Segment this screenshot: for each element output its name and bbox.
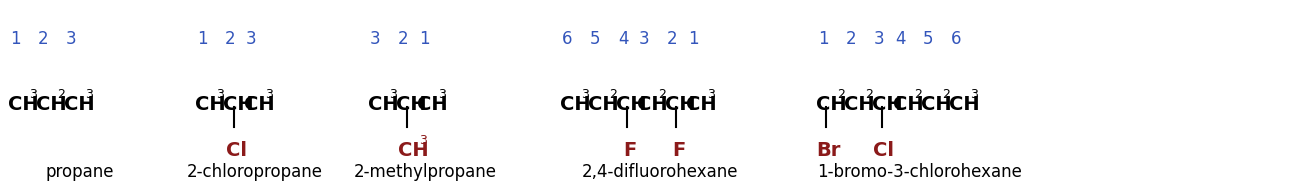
Text: CH: CH [417,95,447,114]
Text: CH: CH [666,95,696,114]
Text: 6: 6 [952,30,962,48]
Text: Cl: Cl [226,141,247,160]
Text: 2-methylpropane: 2-methylpropane [354,163,497,181]
Text: CH: CH [560,95,590,114]
Text: 2-chloropropane: 2-chloropropane [187,163,322,181]
Text: 2: 2 [57,88,65,101]
Text: 2: 2 [914,88,922,101]
Text: CH: CH [872,95,902,114]
Text: 5: 5 [590,30,601,48]
Text: 1: 1 [688,30,698,48]
Text: CH: CH [844,95,875,114]
Text: 2,4-difluorohexane: 2,4-difluorohexane [582,163,738,181]
Text: 3: 3 [640,30,650,48]
Text: CH: CH [244,95,274,114]
Text: 1: 1 [818,30,828,48]
Text: 3: 3 [707,88,715,101]
Text: 1: 1 [10,30,21,48]
Text: 3: 3 [265,88,273,101]
Text: 3: 3 [419,134,426,147]
Text: 3: 3 [581,88,589,101]
Text: 3: 3 [29,88,36,101]
Text: CH: CH [686,95,716,114]
Text: CH: CH [195,95,226,114]
Text: 2: 2 [942,88,950,101]
Text: 1: 1 [198,30,208,48]
Text: 3: 3 [389,88,396,101]
Text: Cl: Cl [874,141,894,160]
Text: F: F [623,141,636,160]
Text: 3: 3 [874,30,884,48]
Text: CH: CH [588,95,619,114]
Text: 2: 2 [658,88,666,101]
Text: 3: 3 [246,30,256,48]
Text: 2: 2 [864,88,872,101]
Text: CH: CH [398,141,429,160]
Text: 2: 2 [225,30,235,48]
Text: 3: 3 [370,30,381,48]
Text: CH: CH [36,95,66,114]
Text: 3: 3 [970,88,978,101]
Text: 3: 3 [84,88,92,101]
Text: 3: 3 [66,30,77,48]
Text: 4: 4 [618,30,628,48]
Text: CH: CH [368,95,399,114]
Text: 4: 4 [894,30,906,48]
Text: propane: propane [46,163,114,181]
Text: 6: 6 [562,30,572,48]
Text: CH: CH [949,95,980,114]
Text: CH: CH [8,95,39,114]
Text: Br: Br [816,141,840,160]
Text: CH: CH [64,95,95,114]
Text: 2: 2 [846,30,857,48]
Text: 1: 1 [419,30,429,48]
Text: 3: 3 [216,88,224,101]
Text: CH: CH [637,95,668,114]
Text: CH: CH [816,95,846,114]
Text: F: F [672,141,685,160]
Text: CH: CH [396,95,426,114]
Text: 5: 5 [923,30,933,48]
Text: 2: 2 [398,30,408,48]
Text: 3: 3 [438,88,446,101]
Text: 2: 2 [608,88,618,101]
Text: CH: CH [920,95,952,114]
Text: 2: 2 [38,30,48,48]
Text: 1-bromo-3-chlorohexane: 1-bromo-3-chlorohexane [818,163,1022,181]
Text: CH: CH [224,95,254,114]
Text: CH: CH [893,95,923,114]
Text: 2: 2 [667,30,677,48]
Text: CH: CH [616,95,646,114]
Text: 2: 2 [837,88,845,101]
